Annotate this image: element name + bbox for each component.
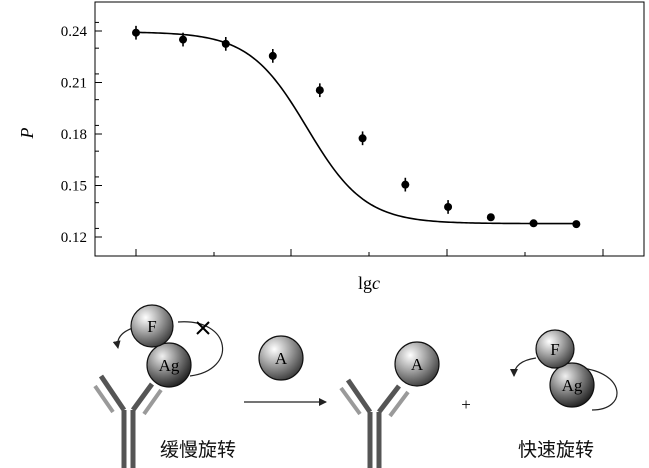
f-label-bound: F bbox=[147, 317, 156, 336]
y-tick-label: 0.18 bbox=[61, 127, 87, 143]
data-point bbox=[221, 39, 230, 48]
f-ball-free bbox=[535, 329, 575, 369]
data-point bbox=[444, 202, 453, 211]
fast-rotation-arrow bbox=[579, 367, 618, 411]
data-points bbox=[132, 25, 581, 229]
x-axis-title: lgc bbox=[358, 273, 380, 293]
y-axis-title: P bbox=[17, 128, 37, 140]
data-point bbox=[132, 28, 140, 37]
ag-ball-bound bbox=[146, 342, 192, 388]
data-point bbox=[315, 86, 324, 95]
a-ball-free bbox=[258, 335, 304, 381]
y-tick-label: 0.15 bbox=[61, 179, 87, 195]
fast-rotation-arrow-tail bbox=[510, 357, 537, 377]
blocked-cross bbox=[196, 321, 210, 335]
ag-label-free: Ag bbox=[562, 376, 583, 395]
slow-rotation-label: 缓慢旋转 bbox=[160, 439, 236, 461]
slow-rotation-arrow bbox=[177, 321, 224, 377]
fluorescence-polarization-diagram: Ag F 缓慢旋转 A A + Ag F 快速旋转 bbox=[93, 304, 618, 468]
data-point bbox=[486, 213, 495, 222]
a-ball-bound bbox=[394, 341, 440, 387]
data-point bbox=[401, 180, 410, 189]
data-point bbox=[358, 134, 367, 143]
plus-sign: + bbox=[461, 395, 471, 414]
data-point bbox=[529, 219, 538, 228]
data-point bbox=[179, 35, 188, 44]
fast-rotation-label: 快速旋转 bbox=[518, 439, 594, 461]
data-point bbox=[572, 220, 581, 229]
y-tick-label: 0.21 bbox=[61, 76, 87, 92]
a-label-bound: A bbox=[411, 355, 424, 374]
x-axis bbox=[135, 249, 604, 256]
y-axis: 0.24 0.21 0.18 0.15 0.12 bbox=[61, 21, 102, 246]
ag-ball-free bbox=[549, 362, 595, 408]
binding-curve-chart: 0.24 0.21 0.18 0.15 0.12 P lgc bbox=[17, 1, 645, 293]
fit-curve bbox=[135, 31, 577, 225]
f-label-free: F bbox=[550, 340, 559, 359]
f-ball-bound bbox=[130, 304, 174, 348]
plot-frame bbox=[94, 1, 645, 257]
data-point bbox=[268, 51, 277, 60]
y-tick-label: 0.12 bbox=[61, 230, 87, 246]
ag-label-bound: Ag bbox=[159, 356, 180, 375]
y-tick-label: 0.24 bbox=[61, 24, 88, 40]
antibody-left bbox=[93, 374, 163, 468]
a-label-free: A bbox=[275, 349, 288, 368]
antibody-right bbox=[339, 378, 410, 468]
